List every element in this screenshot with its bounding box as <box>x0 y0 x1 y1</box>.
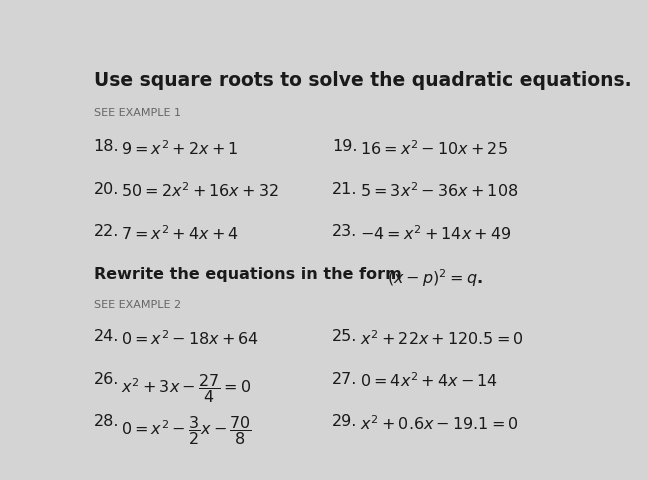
Text: 24.: 24. <box>93 328 119 344</box>
Text: 22.: 22. <box>93 224 119 239</box>
Text: $50 = 2x^2 + 16x + 32$: $50 = 2x^2 + 16x + 32$ <box>121 181 279 200</box>
Text: $x^2 + 3x - \dfrac{27}{4} = 0$: $x^2 + 3x - \dfrac{27}{4} = 0$ <box>121 371 251 404</box>
Text: 18.: 18. <box>93 139 119 154</box>
Text: 27.: 27. <box>332 371 358 386</box>
Text: 29.: 29. <box>332 414 358 429</box>
Text: $5 = 3x^2 - 36x + 108$: $5 = 3x^2 - 36x + 108$ <box>360 181 518 200</box>
Text: $-4 = x^2 + 14x + 49$: $-4 = x^2 + 14x + 49$ <box>360 224 511 242</box>
Text: $x^2 + 22x + 120.5 = 0$: $x^2 + 22x + 120.5 = 0$ <box>360 328 524 347</box>
Text: 19.: 19. <box>332 139 358 154</box>
Text: $0 = x^2 - \dfrac{3}{2}x - \dfrac{70}{8}$: $0 = x^2 - \dfrac{3}{2}x - \dfrac{70}{8}… <box>121 414 252 446</box>
Text: 21.: 21. <box>332 181 358 196</box>
Text: Rewrite the equations in the form: Rewrite the equations in the form <box>93 266 407 281</box>
Text: 28.: 28. <box>93 414 119 429</box>
Text: 25.: 25. <box>332 328 358 344</box>
Text: $0 = 4x^2 + 4x - 14$: $0 = 4x^2 + 4x - 14$ <box>360 371 498 390</box>
Text: Use square roots to solve the quadratic equations.: Use square roots to solve the quadratic … <box>93 71 631 89</box>
Text: 23.: 23. <box>332 224 357 239</box>
Text: SEE EXAMPLE 2: SEE EXAMPLE 2 <box>93 299 181 309</box>
Text: $(x - p)^2 = q$.: $(x - p)^2 = q$. <box>388 266 483 288</box>
Text: 26.: 26. <box>93 371 119 386</box>
Text: $7 = x^2 + 4x + 4$: $7 = x^2 + 4x + 4$ <box>121 224 239 242</box>
Text: $0 = x^2 - 18x + 64$: $0 = x^2 - 18x + 64$ <box>121 328 259 347</box>
Text: $9 = x^2 + 2x + 1$: $9 = x^2 + 2x + 1$ <box>121 139 238 157</box>
Text: 20.: 20. <box>93 181 119 196</box>
Text: SEE EXAMPLE 1: SEE EXAMPLE 1 <box>93 108 181 118</box>
Text: $16 = x^2 - 10x + 25$: $16 = x^2 - 10x + 25$ <box>360 139 507 157</box>
Text: $x^2 + 0.6x - 19.1 = 0$: $x^2 + 0.6x - 19.1 = 0$ <box>360 414 518 432</box>
